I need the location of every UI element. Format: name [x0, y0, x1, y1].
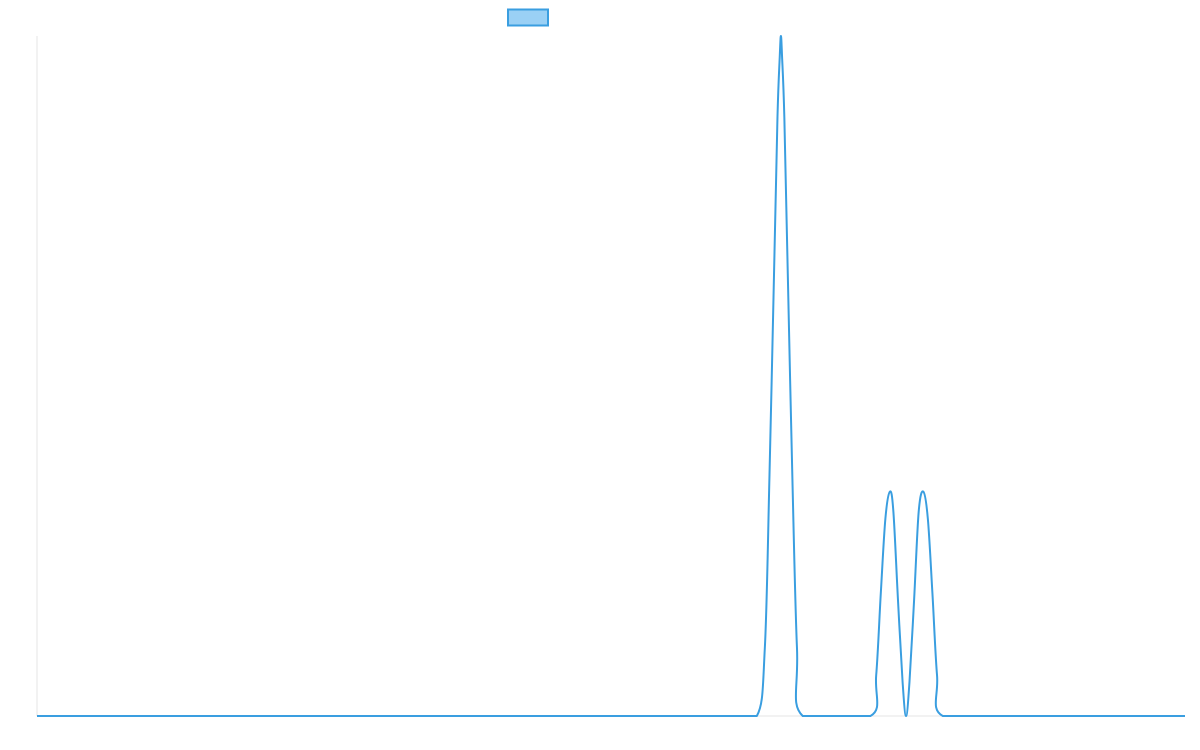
series-line-0: [37, 35, 1185, 718]
legend-swatch[interactable]: [507, 8, 549, 27]
legend[interactable]: [507, 8, 549, 27]
series-layer: [37, 35, 1185, 718]
axes: [36, 36, 1185, 717]
